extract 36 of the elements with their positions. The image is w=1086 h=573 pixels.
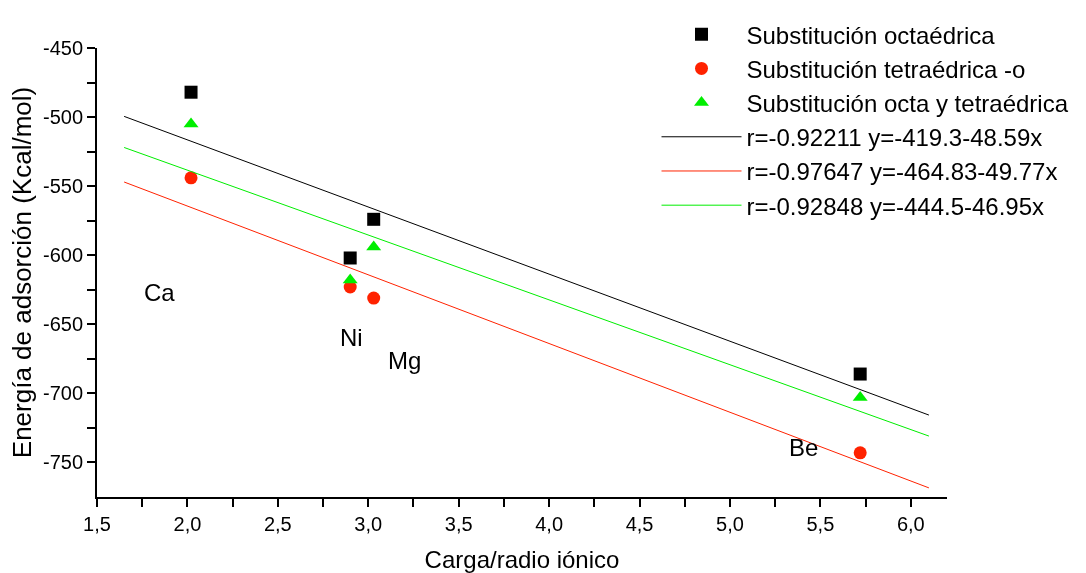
legend-label: r=-0.92848 y=-444.5-46.95x <box>746 192 1045 220</box>
x-tick-label: 6,0 <box>896 513 925 535</box>
x-tick-label: 2,0 <box>173 513 202 535</box>
y-tick-label: -700 <box>42 382 83 405</box>
x-tick-label: 5,0 <box>716 513 744 535</box>
y-tick-label: -600 <box>42 244 83 267</box>
point <box>343 251 357 265</box>
y-tick-label: -750 <box>42 451 83 474</box>
y-tick-label: -550 <box>42 175 83 198</box>
point <box>184 171 198 185</box>
x-tick-label: 3,0 <box>354 513 383 535</box>
x-tick-label: 4,0 <box>535 513 564 535</box>
x-tick-label: 1,5 <box>83 513 111 535</box>
annotation: Ca <box>144 279 176 306</box>
x-tick-label: 3,5 <box>444 513 473 535</box>
legend-label: Substitución octa y tetraédrica <box>746 89 1069 117</box>
legend-label: r=-0.97647 y=-464.83-49.77x <box>746 158 1058 186</box>
y-tick-label: -450 <box>42 37 83 59</box>
legend-label: r=-0.92211 y=-419.3-48.59x <box>746 124 1043 152</box>
annotation: Mg <box>388 347 422 374</box>
y-tick-label: -500 <box>42 106 83 129</box>
annotation: Be <box>789 434 819 461</box>
point <box>184 85 198 99</box>
x-tick-label: 2,5 <box>263 513 292 535</box>
point <box>853 446 867 460</box>
legend-label: Substitución octaédrica <box>746 21 996 49</box>
annotation: Ni <box>340 324 363 351</box>
point <box>367 212 381 226</box>
y-axis-title: Energía de adsorción (Kcal/mol) <box>6 86 37 459</box>
point <box>367 291 381 305</box>
x-axis-title: Carga/radio iónico <box>424 546 620 573</box>
legend-label: Substitución tetraédrica -o <box>746 55 1026 83</box>
x-tick-label: 4,5 <box>625 513 654 535</box>
point <box>853 367 867 381</box>
y-tick-label: -650 <box>42 313 83 336</box>
x-tick-label: 5,5 <box>806 513 835 535</box>
